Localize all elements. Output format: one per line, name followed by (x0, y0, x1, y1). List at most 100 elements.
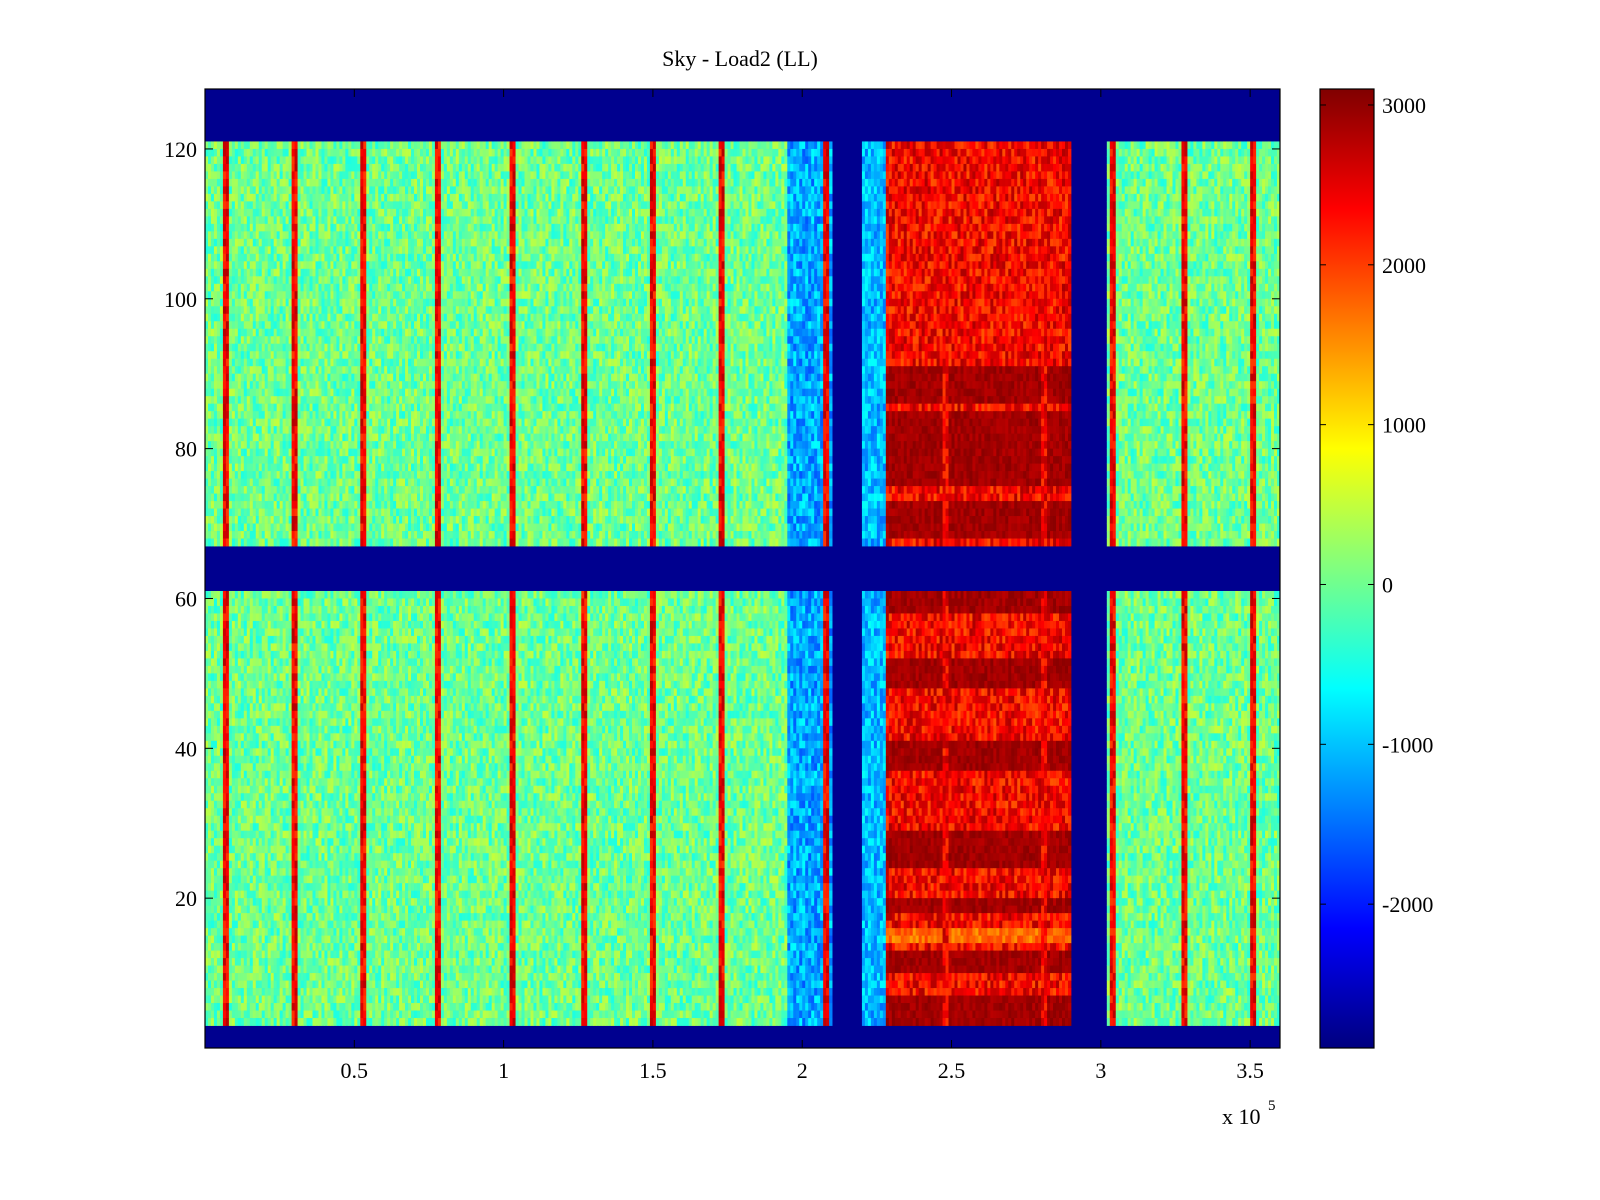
heatmap-cell (310, 141, 313, 149)
heatmap-cell (793, 141, 796, 149)
heatmap-cell (656, 149, 659, 157)
heatmap-cell (737, 149, 740, 157)
heatmap-cell (740, 149, 743, 157)
heatmap-cell (375, 149, 378, 157)
heatmap-cell (238, 141, 241, 149)
heatmap-cell (1122, 141, 1125, 149)
heatmap-cell (996, 141, 999, 149)
heatmap-cell (456, 149, 459, 157)
heatmap-cell (360, 141, 363, 149)
heatmap-cell (1146, 149, 1149, 157)
heatmap-cell (495, 141, 498, 149)
heatmap-cell (650, 141, 653, 149)
heatmap-cell (1220, 149, 1223, 157)
heatmap-cell (602, 149, 605, 157)
heatmap-cell (1262, 141, 1265, 149)
heatmap-cell (680, 141, 683, 149)
heatmap-cell (1256, 141, 1259, 149)
heatmap-cell (1026, 141, 1029, 149)
heatmap-cell (963, 141, 966, 149)
heatmap-cell (1068, 141, 1071, 149)
heatmap-cell (689, 149, 692, 157)
heatmap-cell (620, 141, 623, 149)
heatmap-cell (226, 156, 229, 164)
heatmap-cell (420, 149, 423, 157)
heatmap-cell (519, 156, 522, 164)
heatmap-cell (1053, 141, 1056, 149)
heatmap-cell (1113, 141, 1116, 149)
heatmap-cell (504, 156, 507, 164)
heatmap-cell (1181, 141, 1184, 149)
heatmap-cell (578, 149, 581, 157)
heatmap-cell (1128, 149, 1131, 157)
heatmap-cell (1005, 149, 1008, 157)
heatmap-cell (339, 149, 342, 157)
heatmap-cell (644, 149, 647, 157)
heatmap-cell (357, 141, 360, 149)
heatmap-cell (611, 141, 614, 149)
heatmap-cell (423, 156, 426, 164)
heatmap-cell (545, 156, 548, 164)
heatmap-cell (671, 141, 674, 149)
heatmap-cell (787, 141, 790, 149)
heatmap-cell (1008, 141, 1011, 149)
heatmap-cell (883, 141, 886, 149)
heatmap-cell (399, 156, 402, 164)
heatmap-cell (447, 141, 450, 149)
heatmap-cell (396, 149, 399, 157)
heatmap-cell (510, 149, 513, 157)
heatmap-cell (993, 149, 996, 157)
heatmap-cell (1262, 149, 1265, 157)
heatmap-cell (1062, 149, 1065, 157)
heatmap-cell (987, 141, 990, 149)
heatmap-cell (1038, 149, 1041, 157)
heatmap-cell (277, 156, 280, 164)
heatmap-cell (990, 141, 993, 149)
heatmap-cell (1134, 149, 1137, 157)
heatmap-cell (315, 156, 318, 164)
heatmap-cell (492, 149, 495, 157)
heatmap-cell (790, 149, 793, 157)
heatmap-cell (563, 141, 566, 149)
heatmap-cell (250, 156, 253, 164)
heatmap-cell (333, 156, 336, 164)
heatmap-cell (674, 141, 677, 149)
heatmap-cell (259, 141, 262, 149)
heatmap-cell (393, 156, 396, 164)
heatmap-cell (766, 149, 769, 157)
heatmap-cell (796, 141, 799, 149)
heatmap-cell (1217, 149, 1220, 157)
heatmap-cell (1002, 149, 1005, 157)
heatmap-cell (946, 141, 949, 149)
heatmap-cell (250, 149, 253, 157)
heatmap-cell (731, 149, 734, 157)
heatmap-cell (680, 149, 683, 157)
heatmap-cell (504, 149, 507, 157)
heatmap-cell (629, 141, 632, 149)
heatmap-cell (426, 149, 429, 157)
heatmap-cell (495, 149, 498, 157)
heatmap-cell (990, 149, 993, 157)
heatmap-cell (763, 149, 766, 157)
heatmap-cell (740, 141, 743, 149)
heatmap-cell (265, 149, 268, 157)
heatmap-cell (280, 149, 283, 157)
heatmap-cell (793, 149, 796, 157)
heatmap-cell (241, 141, 244, 149)
heatmap-cell (283, 149, 286, 157)
heatmap-cell (593, 141, 596, 149)
heatmap-cell (321, 156, 324, 164)
heatmap-cell (533, 156, 536, 164)
heatmap-cell (960, 141, 963, 149)
heatmap-cell (946, 149, 949, 157)
heatmap-cell (1241, 149, 1244, 157)
heatmap-cell (384, 156, 387, 164)
heatmap-cell (1017, 149, 1020, 157)
heatmap-cell (1181, 149, 1184, 157)
heatmap-cell (321, 141, 324, 149)
heatmap-cell (289, 156, 292, 164)
heatmap-cell (1011, 141, 1014, 149)
figure: Sky - Load2 (LL) 0.5 1 1.5 2 2.5 3 3.5 2040608… (0, 0, 1600, 1200)
heatmap-cell (865, 149, 868, 157)
heatmap-cell (363, 141, 366, 149)
